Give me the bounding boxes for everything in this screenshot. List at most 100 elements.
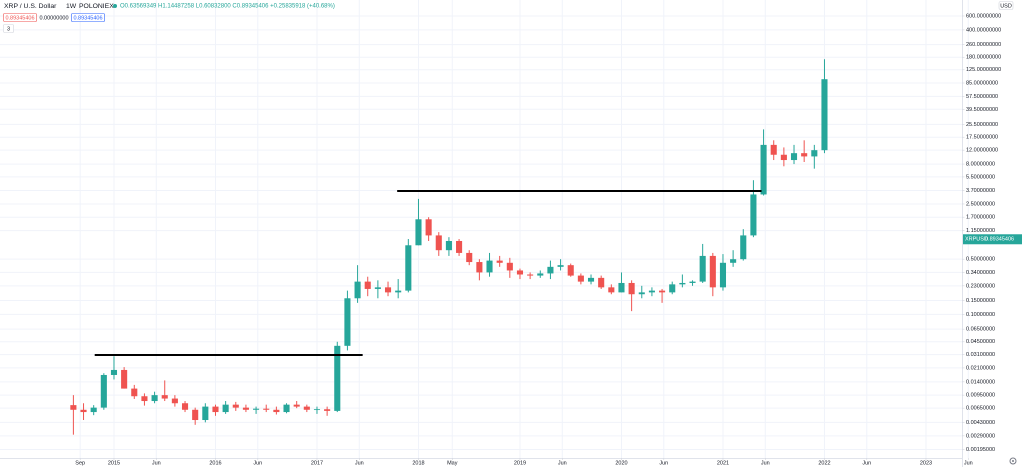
candle-body — [110, 369, 118, 375]
candle-body — [567, 265, 574, 276]
y-tick-label: 0.01400000 — [966, 379, 995, 385]
candle-body — [303, 406, 310, 410]
y-tick-label: 0.00290000 — [966, 433, 995, 439]
y-tick-label: 0.10000000 — [966, 312, 995, 318]
x-tick-label: 2018 — [412, 460, 424, 466]
interval: 1W — [66, 3, 77, 10]
candle-body — [141, 396, 148, 402]
x-tick-label: Jun — [659, 460, 668, 466]
candle-body — [131, 388, 138, 397]
y-tick-label: 0.02100000 — [966, 365, 995, 371]
currency-box[interactable] — [998, 1, 1014, 10]
x-tick-label: 2015 — [108, 460, 120, 466]
candle-body — [374, 287, 381, 289]
candle-body — [90, 407, 97, 413]
candle-body — [171, 398, 178, 404]
x-tick-label: 2022 — [818, 460, 830, 466]
sell-price[interactable]: 0.89345406 — [5, 15, 34, 21]
candle-body — [821, 79, 828, 151]
candle-body — [384, 287, 392, 293]
x-tick-label: Jun — [253, 460, 262, 466]
candle-body — [689, 281, 696, 283]
exchange: POLONIEX — [79, 3, 114, 10]
indicator-count[interactable]: 3 — [7, 26, 10, 32]
y-tick-label: 0.03100000 — [966, 352, 995, 358]
candle-body — [445, 240, 452, 251]
buy-price[interactable]: 0.89345406 — [73, 15, 102, 21]
grid — [0, 0, 969, 458]
candle-body — [283, 404, 290, 413]
last-price-value: 0.89345406 — [985, 237, 1014, 243]
x-tick-label: Jun — [862, 460, 871, 466]
candle-body — [222, 404, 229, 413]
candle-body — [263, 408, 270, 410]
y-tick-label: 400.00000000 — [966, 27, 1001, 33]
buy-box[interactable] — [71, 13, 105, 22]
x-tick-label: 2021 — [717, 460, 729, 466]
y-tick-label: 39.50000000 — [966, 107, 998, 113]
market-status-dot — [113, 4, 117, 8]
x-tick-label: May — [447, 460, 458, 466]
x-tick-label: Jun — [355, 460, 364, 466]
candle-body — [70, 405, 77, 410]
plot-area — [70, 59, 828, 435]
indicator-toggle[interactable] — [3, 24, 14, 33]
symbol-name: XRP / U.S. Dollar — [4, 3, 57, 10]
settings-icon[interactable] — [1009, 457, 1017, 465]
candle-body — [100, 374, 107, 408]
y-tick-label: 0.00950000 — [966, 393, 995, 399]
candle-body — [811, 150, 818, 157]
candle-body — [801, 153, 808, 157]
last-price-box — [963, 234, 1022, 245]
y-tick-label: 2.50000000 — [966, 201, 995, 207]
y-tick-label: 0.04500000 — [966, 339, 995, 345]
candle-body — [679, 282, 686, 285]
y-tick-label: 0.06500000 — [966, 327, 995, 333]
candle-body — [425, 219, 432, 236]
y-tick-label: 85.00000000 — [966, 80, 998, 86]
candle-body — [456, 240, 463, 253]
candle-body — [242, 407, 249, 410]
y-tick-label: 0.50000000 — [966, 257, 995, 263]
y-tick-label: 125.00000000 — [966, 67, 1001, 73]
y-tick-label: 0.34000000 — [966, 270, 995, 276]
candle-body — [202, 406, 209, 421]
candle-body — [770, 144, 777, 155]
y-tick-label: 8.00000000 — [966, 162, 995, 168]
y-tick-label: 0.00650000 — [966, 406, 995, 412]
y-tick-label: 0.00195000 — [966, 447, 995, 453]
candle-body — [669, 284, 676, 293]
candle-body — [395, 290, 402, 293]
y-tick-label: 5.50000000 — [966, 174, 995, 180]
y-tick-label: 180.00000000 — [966, 55, 1001, 61]
candle-body — [577, 275, 584, 282]
candle-body — [547, 266, 554, 274]
candle-body — [151, 395, 158, 402]
x-tick-label: Jun — [152, 460, 161, 466]
currency-label: USD — [1000, 3, 1012, 9]
candle-body — [344, 298, 351, 346]
settings-gear-center — [1012, 460, 1014, 462]
x-tick-label: Jun — [761, 460, 770, 466]
y-tick-label: 0.23000000 — [966, 283, 995, 289]
y-tick-label: 0.15000000 — [966, 298, 995, 304]
candle-body — [466, 252, 473, 263]
candle-body — [659, 290, 666, 293]
candle-body — [618, 282, 625, 293]
settings-gear[interactable] — [1009, 457, 1017, 465]
y-tick-label: 17.50000000 — [966, 135, 998, 141]
candle-body — [496, 260, 503, 263]
candle-body — [719, 262, 727, 288]
y-tick-label: 260.00000000 — [966, 42, 1001, 48]
y-tick-label: 600.00000000 — [966, 13, 1001, 19]
candle-body — [516, 270, 524, 275]
sell-box[interactable] — [3, 13, 37, 22]
last-price-symbol: XRPUSD — [965, 237, 988, 243]
candle-body — [537, 273, 544, 276]
candle-body — [587, 277, 595, 282]
y-tick-label: 12.00000000 — [966, 148, 998, 154]
x-tick-label: 2020 — [615, 460, 627, 466]
candle-body — [253, 408, 260, 410]
candle-body — [486, 260, 493, 273]
candle-body — [121, 369, 128, 389]
